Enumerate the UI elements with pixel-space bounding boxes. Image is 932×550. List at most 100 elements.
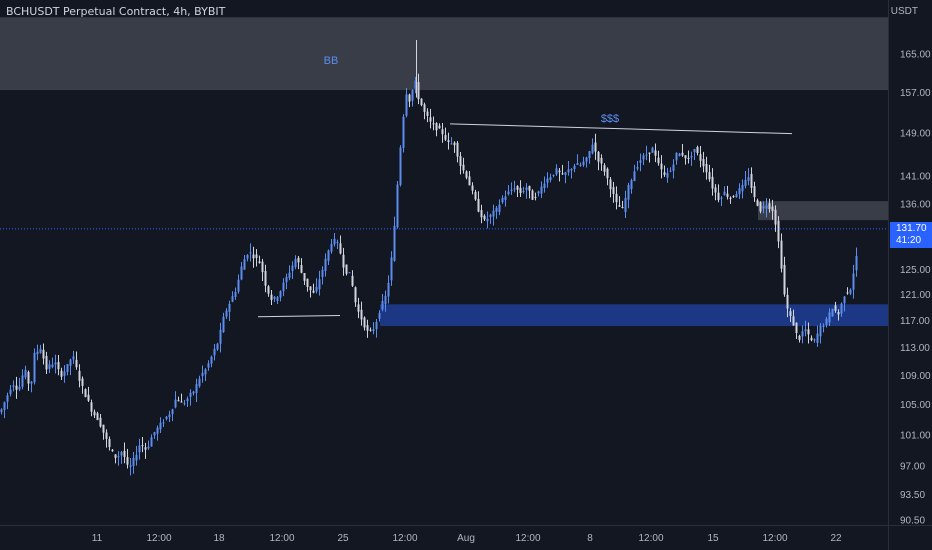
y-tick-label: 125.00 xyxy=(900,265,931,276)
candle-body xyxy=(12,385,15,387)
candle-body xyxy=(732,196,735,198)
candle-body xyxy=(411,90,414,101)
candle-body xyxy=(723,191,726,196)
candle-body xyxy=(387,282,390,297)
candle-body xyxy=(15,385,18,390)
candle-body xyxy=(777,220,780,242)
candle-body xyxy=(48,364,51,369)
candle-body xyxy=(789,311,792,317)
candle-body xyxy=(33,352,36,383)
candle-body xyxy=(462,164,465,171)
candle-body xyxy=(825,318,828,325)
candle-body xyxy=(249,252,252,254)
candle-body xyxy=(519,187,522,194)
candle-body xyxy=(225,310,228,317)
candle-body xyxy=(465,171,468,178)
candle-body xyxy=(441,129,444,135)
x-tick-label: 15 xyxy=(707,533,719,544)
candle-body xyxy=(468,176,471,186)
candle-body xyxy=(174,399,177,408)
candle-body xyxy=(213,348,216,356)
candle-body xyxy=(435,123,438,131)
candle-body xyxy=(60,370,63,377)
candle-body xyxy=(651,147,654,153)
demand-zone xyxy=(380,304,888,327)
candle-body xyxy=(147,446,150,449)
zone-label: BB xyxy=(324,55,339,67)
candle-body xyxy=(780,240,783,269)
candle-body xyxy=(543,183,546,189)
candle-body xyxy=(195,384,198,393)
candle-body xyxy=(492,210,495,217)
candle-body xyxy=(408,94,411,102)
candle-body xyxy=(726,193,729,197)
candle-body xyxy=(612,187,615,194)
candle-body xyxy=(57,361,60,370)
chart-title: BCHUSDT Perpetual Contract, 4h, BYBIT xyxy=(6,5,226,18)
candle-body xyxy=(795,322,798,334)
candle-body xyxy=(192,391,195,394)
candle-body xyxy=(798,335,801,340)
candle-body xyxy=(108,438,111,448)
candle-body xyxy=(288,272,291,278)
candle-body xyxy=(660,163,663,170)
candle-body xyxy=(24,369,27,378)
candle-body xyxy=(312,290,315,293)
candle-body xyxy=(321,269,324,278)
x-tick-label: 22 xyxy=(830,533,842,544)
candle-body xyxy=(690,156,693,158)
trendline xyxy=(257,314,341,318)
candle-body xyxy=(489,214,492,217)
candle-body xyxy=(516,186,519,190)
candle-body xyxy=(432,123,435,125)
candle-body xyxy=(486,218,489,222)
candle-body xyxy=(306,278,309,287)
candle-body xyxy=(747,177,750,181)
candle-body xyxy=(537,191,540,194)
candle-body xyxy=(309,286,312,291)
candle-body xyxy=(426,111,429,116)
candle-body xyxy=(279,291,282,298)
candle-body xyxy=(63,371,66,376)
x-tick-label: Aug xyxy=(457,533,475,544)
y-tick-label: 105.00 xyxy=(900,400,931,411)
candle-body xyxy=(513,188,516,190)
y-tick-label: 93.50 xyxy=(900,490,925,501)
candle-body xyxy=(318,279,321,290)
candle-body xyxy=(99,417,102,427)
candle-body xyxy=(198,378,201,387)
candle-body xyxy=(534,196,537,198)
x-tick-label: 12:00 xyxy=(515,533,540,544)
candle-body xyxy=(423,104,426,112)
candle-body xyxy=(141,445,144,447)
candle-body xyxy=(669,170,672,172)
candle-body xyxy=(186,398,189,402)
candle-body xyxy=(540,186,543,194)
candle-body xyxy=(231,296,234,302)
candle-body xyxy=(129,465,132,467)
candle-body xyxy=(9,389,12,395)
candle-body xyxy=(285,276,288,283)
candle-body xyxy=(390,257,393,281)
candle-body xyxy=(429,117,432,122)
candle-body xyxy=(525,187,528,190)
candle-body xyxy=(828,312,831,323)
candle-body xyxy=(417,82,420,100)
candle-body xyxy=(237,279,240,292)
candle-body xyxy=(276,297,279,301)
candle-body xyxy=(687,157,690,159)
trendline-label: $$$ xyxy=(601,113,619,125)
candle-body xyxy=(759,202,762,212)
candle-body xyxy=(522,190,525,193)
y-tick-label: 165.00 xyxy=(900,50,931,61)
candle-body xyxy=(597,151,600,162)
candle-body xyxy=(741,185,744,192)
candle-body xyxy=(264,271,267,286)
current-price-value: 131.70 xyxy=(896,223,927,234)
candle-body xyxy=(762,206,765,209)
candle-body xyxy=(807,329,810,335)
candle-body xyxy=(549,177,552,180)
supply-zone xyxy=(0,17,888,91)
candle-body xyxy=(471,185,474,191)
